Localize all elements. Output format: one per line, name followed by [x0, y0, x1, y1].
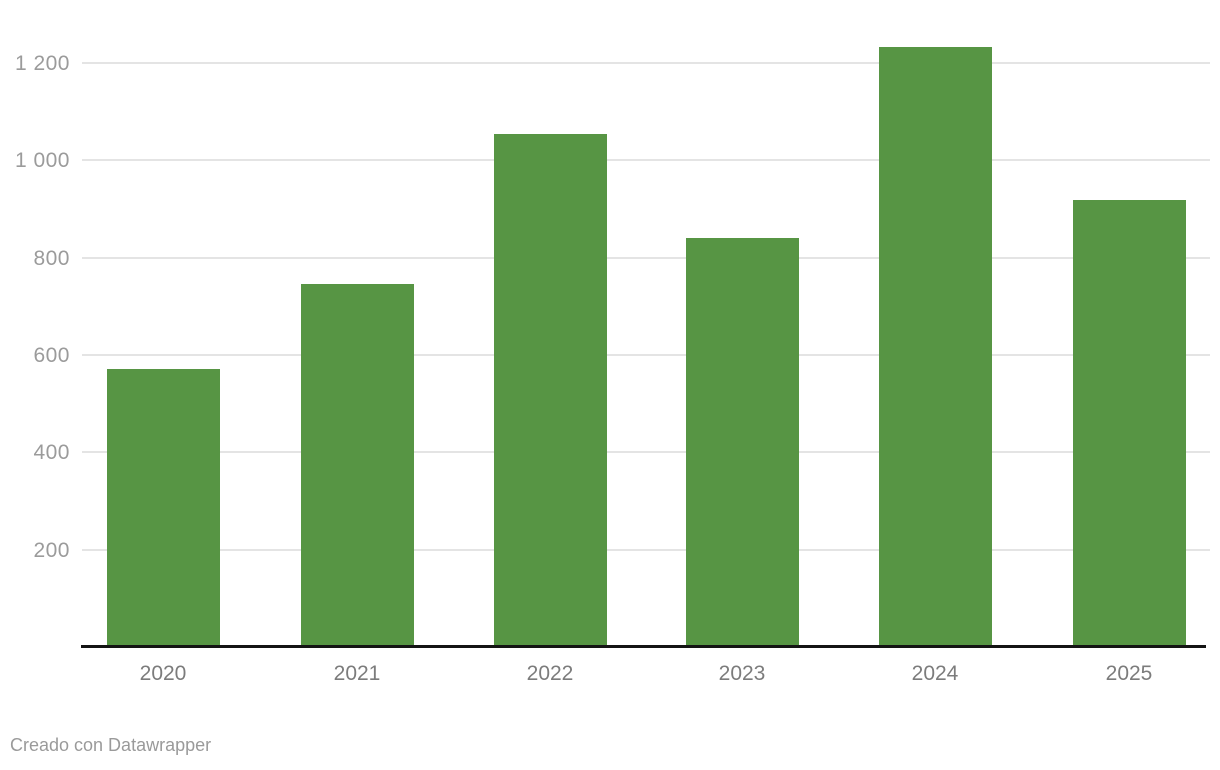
- gridline-1200: [82, 62, 1210, 64]
- bar-2020[interactable]: [106, 369, 220, 647]
- bar-2024[interactable]: [878, 47, 992, 647]
- x-tick-label-2024: 2024: [911, 662, 959, 685]
- y-tick-label: 1 200: [14, 52, 70, 75]
- x-tick-label-2020: 2020: [139, 662, 187, 685]
- y-tick-label: 800: [33, 246, 70, 270]
- gridline-1000: [82, 159, 1210, 162]
- bar-2023[interactable]: [685, 238, 799, 647]
- y-tick-label: 400: [33, 441, 70, 465]
- bar-2022[interactable]: [493, 134, 607, 647]
- bar-2025[interactable]: [1072, 200, 1186, 647]
- bar-2021[interactable]: [300, 284, 414, 647]
- x-tick-label-2023: 2023: [718, 662, 766, 685]
- x-tick-label-2025: 2025: [1105, 662, 1153, 685]
- attribution-text: Creado con Datawrapper: [10, 735, 212, 755]
- gridline-600: [82, 354, 1210, 356]
- y-tick-label: 1 000: [14, 149, 70, 173]
- gridline-800: [82, 256, 1210, 259]
- x-tick-label-2021: 2021: [333, 662, 381, 685]
- gridline-400: [82, 451, 1210, 454]
- gridline-200: [82, 548, 1210, 551]
- x-tick-label-2022: 2022: [526, 662, 574, 685]
- x-axis-line: [81, 645, 1206, 648]
- plot-area: 200 400 600 800 1 000 1 200 2020 2021 2022 2023 2…: [14, 47, 1210, 685]
- y-tick-label: 600: [33, 344, 70, 367]
- y-tick-label: 200: [33, 538, 70, 562]
